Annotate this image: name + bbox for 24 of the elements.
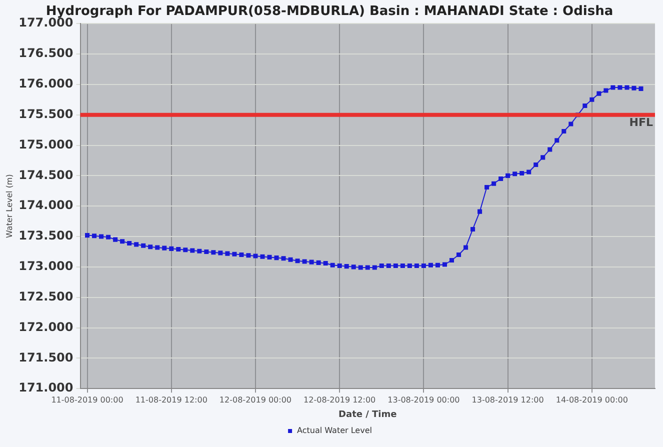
y-axis-title: Water Level (m) bbox=[4, 174, 14, 238]
y-tick-label: 176.500 bbox=[18, 46, 74, 60]
x-tick-label: 12-08-2019 00:00 bbox=[219, 395, 292, 404]
y-tick-label: 176.000 bbox=[18, 76, 74, 91]
y-tick-label: 175.500 bbox=[18, 106, 74, 121]
y-tick-label: 172.000 bbox=[18, 320, 74, 334]
x-tick-label: 14-08-2019 00:00 bbox=[556, 395, 628, 404]
x-tick-label: 13-08-2019 00:00 bbox=[388, 395, 460, 404]
y-tick-label: 173.500 bbox=[18, 228, 74, 243]
x-tick-label: 12-08-2019 12:00 bbox=[304, 395, 376, 404]
y-tick-label: 174.500 bbox=[18, 168, 74, 182]
y-tick-label: 171.500 bbox=[18, 350, 74, 364]
x-tick-label: 11-08-2019 12:00 bbox=[135, 395, 208, 404]
legend-label: Actual Water Level bbox=[297, 426, 372, 436]
y-tick-label: 175.000 bbox=[18, 137, 74, 152]
x-tick-label: 13-08-2019 12:00 bbox=[472, 395, 544, 404]
x-axis-title: Date / Time bbox=[338, 410, 397, 420]
y-tick-label: 172.500 bbox=[18, 289, 74, 304]
chart-title: Hydrograph For PADAMPUR(058-MDBURLA) Basin : MAHANADI State : Odisha bbox=[46, 4, 614, 20]
y-tick-label: 173.000 bbox=[18, 259, 74, 274]
y-tick-label: 174.000 bbox=[18, 198, 74, 212]
x-tick-label: 11-08-2019 00:00 bbox=[51, 395, 124, 404]
y-tick-label: 171.000 bbox=[18, 380, 74, 395]
ref-line-label: HFL bbox=[629, 116, 653, 130]
